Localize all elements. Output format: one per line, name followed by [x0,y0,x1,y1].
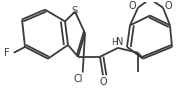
Text: H: H [111,38,117,47]
Text: S: S [71,6,77,16]
Text: Cl: Cl [73,74,83,84]
Text: F: F [4,48,10,58]
Text: O: O [165,1,173,11]
Text: O: O [128,1,136,11]
Text: O: O [99,77,107,87]
Text: N: N [116,37,123,47]
